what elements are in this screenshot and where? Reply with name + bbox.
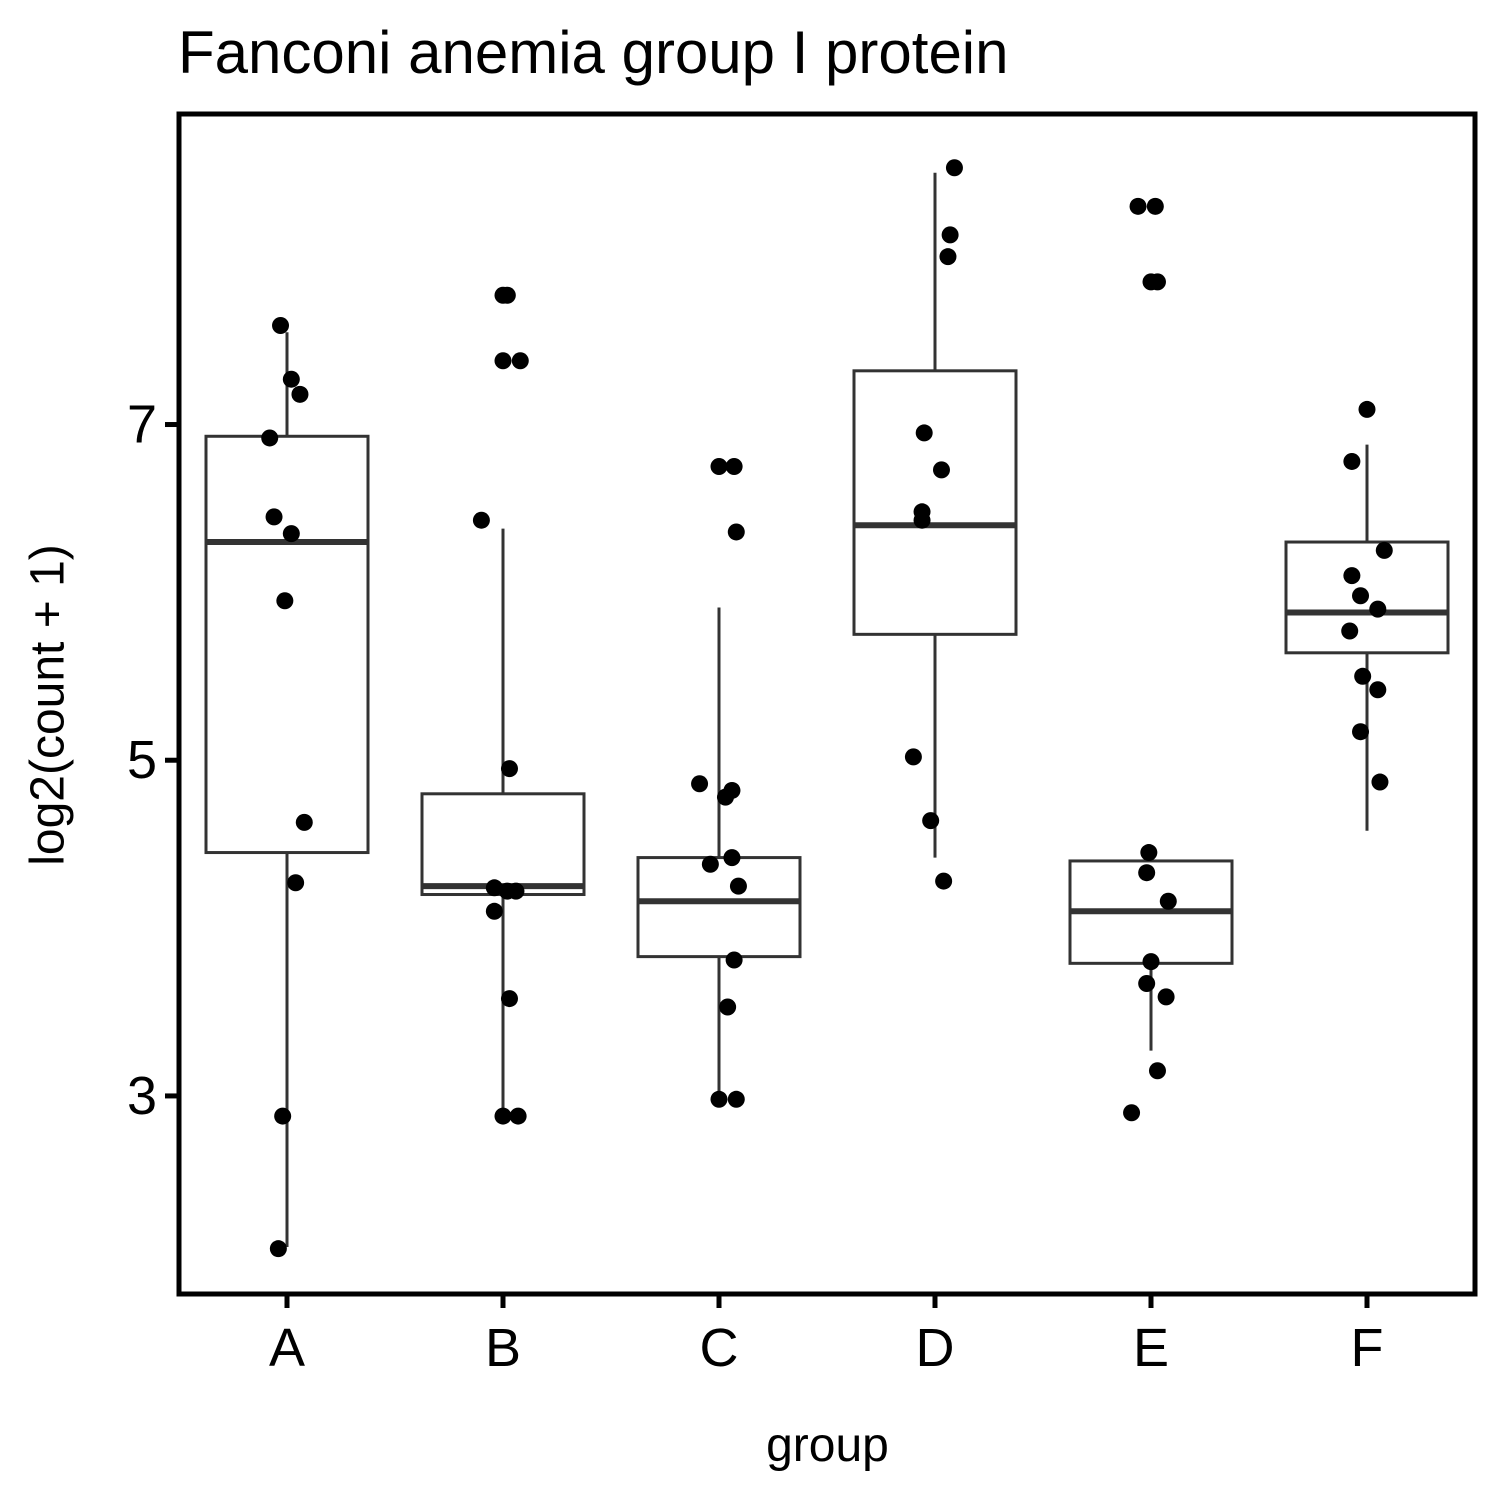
- data-point-A: [276, 592, 294, 610]
- data-point-D: [945, 159, 963, 177]
- box-body: [420, 792, 586, 897]
- data-point-C: [729, 877, 747, 895]
- data-point-C: [710, 1090, 728, 1108]
- data-point-D: [932, 461, 950, 479]
- data-point-F: [1354, 667, 1372, 685]
- data-point-E: [1157, 988, 1175, 1006]
- data-point-F: [1369, 600, 1387, 618]
- x-tick-label-F: F: [1351, 1318, 1384, 1378]
- data-point-C: [727, 1090, 745, 1108]
- data-point-A: [295, 813, 313, 831]
- data-point-E: [1123, 1104, 1141, 1122]
- data-point-B: [498, 286, 516, 304]
- data-point-B: [500, 760, 518, 778]
- data-point-A: [282, 370, 300, 388]
- data-point-A: [282, 525, 300, 543]
- data-point-B: [511, 352, 529, 370]
- data-point-D: [941, 226, 959, 244]
- data-point-C: [723, 849, 741, 867]
- data-point-C: [719, 998, 737, 1016]
- x-tick-label-A: A: [269, 1318, 305, 1378]
- box-body: [852, 369, 1018, 636]
- data-point-B: [494, 1107, 512, 1125]
- data-point-B: [507, 882, 525, 900]
- y-tick-label: 7: [127, 395, 157, 455]
- y-axis: 3 5 7: [127, 395, 179, 1126]
- data-point-E: [1129, 197, 1147, 215]
- data-point-E: [1138, 864, 1156, 882]
- data-point-E: [1146, 197, 1164, 215]
- data-point-F: [1352, 587, 1370, 605]
- data-point-E: [1148, 1062, 1166, 1080]
- data-point-D: [913, 511, 931, 529]
- data-point-F: [1352, 723, 1370, 741]
- data-point-A: [269, 1240, 287, 1258]
- data-point-B: [485, 879, 503, 897]
- data-point-E: [1140, 844, 1158, 862]
- chart-title: Fanconi anemia group I protein: [178, 19, 1009, 86]
- data-point-A: [265, 508, 283, 526]
- box-body: [204, 434, 370, 855]
- x-tick-label-E: E: [1133, 1318, 1169, 1378]
- y-tick-label: 3: [127, 1066, 157, 1126]
- data-point-A: [272, 316, 290, 334]
- y-tick-label: 5: [127, 730, 157, 790]
- data-point-B: [472, 511, 490, 529]
- data-point-E: [1159, 892, 1177, 910]
- data-point-F: [1371, 773, 1389, 791]
- data-point-F: [1375, 541, 1393, 559]
- box-C: [636, 607, 802, 1100]
- y-axis-label: log2(count + 1): [21, 544, 75, 866]
- data-point-E: [1148, 273, 1166, 291]
- box-F: [1284, 444, 1450, 831]
- data-point-C: [701, 855, 719, 873]
- data-point-D: [922, 812, 940, 830]
- x-tick-label-B: B: [485, 1318, 521, 1378]
- x-tick-label-C: C: [700, 1318, 739, 1378]
- x-axis: A B C D E F: [269, 1294, 1384, 1378]
- box-D: [852, 172, 1018, 858]
- data-point-C: [725, 951, 743, 969]
- boxes-layer: [204, 172, 1450, 1248]
- x-axis-label: group: [766, 1419, 889, 1472]
- data-point-D: [935, 872, 953, 890]
- data-point-F: [1343, 567, 1361, 585]
- data-point-D: [904, 748, 922, 766]
- data-point-A: [274, 1107, 292, 1125]
- data-point-D: [939, 248, 957, 266]
- data-point-F: [1369, 681, 1387, 699]
- x-tick-label-D: D: [916, 1318, 955, 1378]
- data-point-F: [1358, 400, 1376, 418]
- data-point-A: [287, 874, 305, 892]
- data-point-E: [1138, 974, 1156, 992]
- data-point-F: [1343, 452, 1361, 470]
- box-A: [204, 332, 370, 1248]
- box-E: [1068, 847, 1234, 1051]
- box-body: [636, 856, 802, 959]
- data-point-C: [727, 523, 745, 541]
- data-point-A: [261, 429, 279, 447]
- points-layer: [261, 159, 1393, 1258]
- data-point-B: [500, 990, 518, 1008]
- data-point-E: [1142, 953, 1160, 971]
- data-point-C: [710, 457, 728, 475]
- data-point-B: [509, 1107, 527, 1125]
- data-point-A: [291, 385, 309, 403]
- data-point-F: [1341, 622, 1359, 640]
- box-B: [420, 528, 586, 1117]
- data-point-D: [915, 424, 933, 442]
- data-point-B: [494, 352, 512, 370]
- data-point-B: [485, 902, 503, 920]
- data-point-C: [725, 457, 743, 475]
- plot-panel-border: [176, 111, 1478, 1297]
- data-point-C: [691, 775, 709, 793]
- data-point-C: [716, 788, 734, 806]
